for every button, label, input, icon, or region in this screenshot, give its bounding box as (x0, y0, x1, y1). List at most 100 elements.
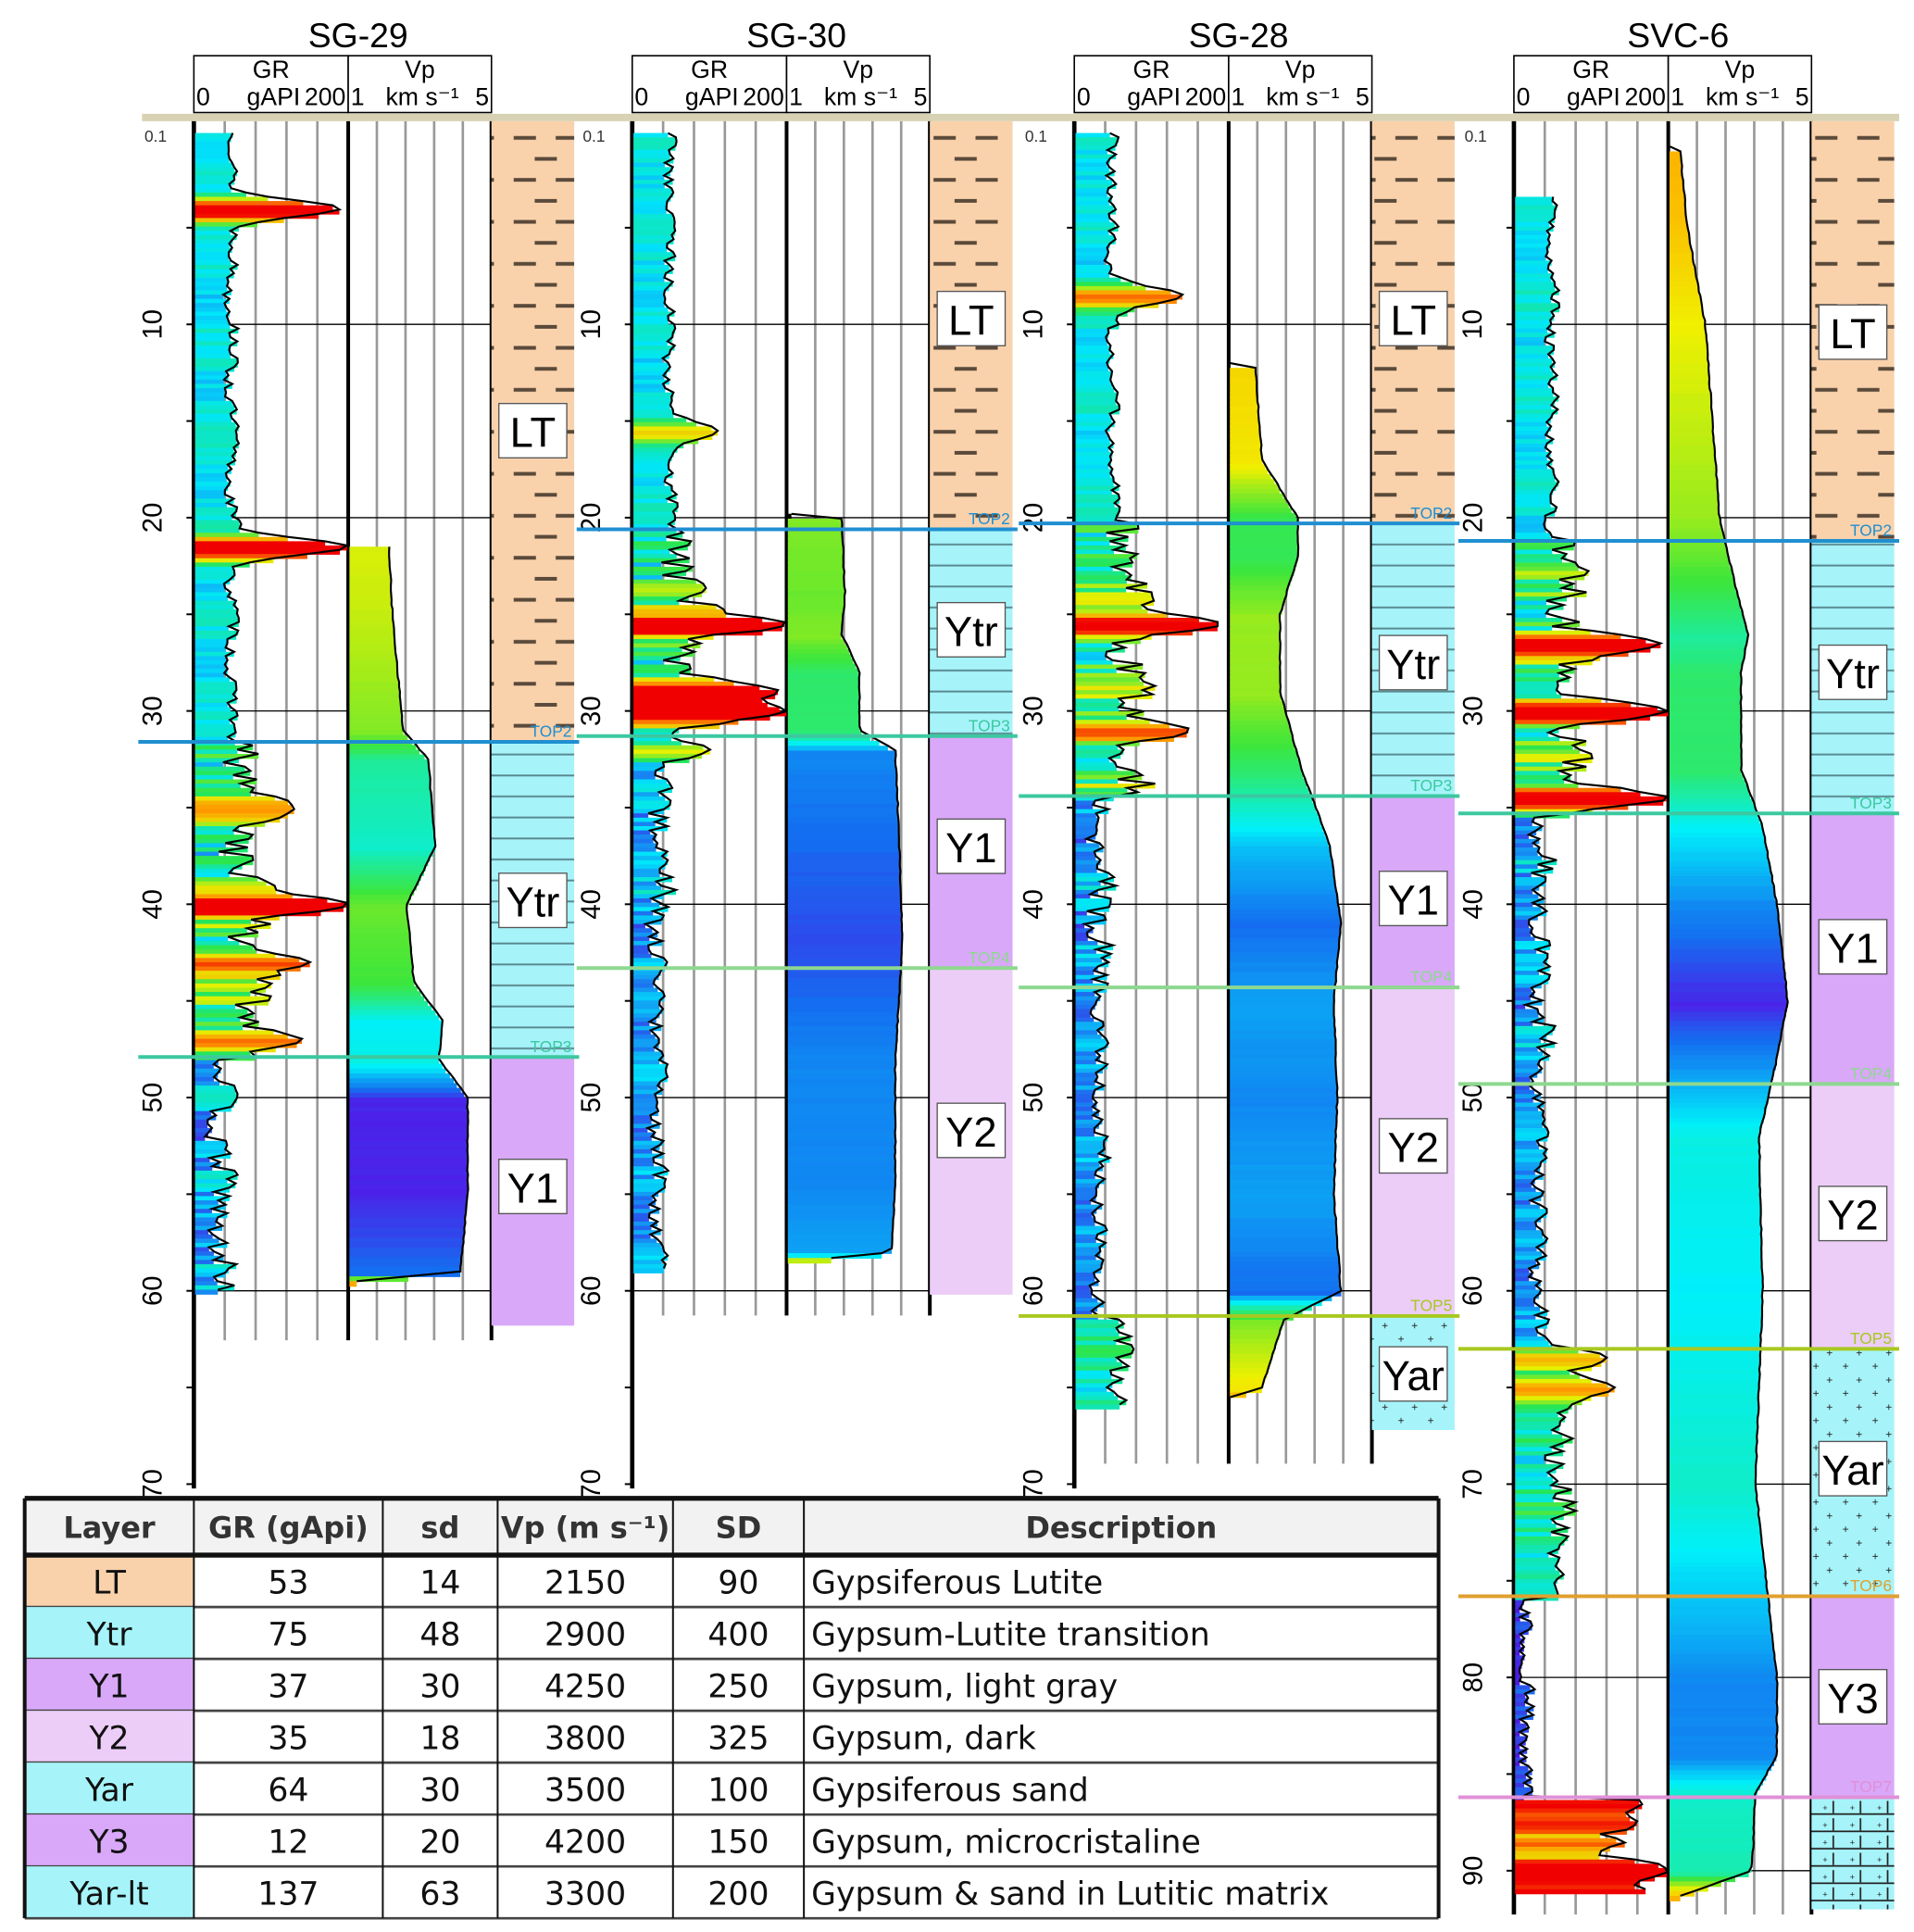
gr-sample (1515, 1838, 1617, 1844)
vp-sample (1669, 1321, 1762, 1327)
gr-sample (1075, 413, 1110, 420)
gr-sample (633, 1174, 655, 1180)
gr-sample (1515, 1076, 1531, 1083)
gr-sample (1515, 341, 1545, 346)
vp-sample (1669, 668, 1742, 674)
gr-sample (633, 141, 677, 147)
gr-sample (1075, 741, 1140, 746)
gr-sample (1515, 915, 1538, 921)
vp-sample (349, 706, 401, 712)
vp-sample (787, 668, 858, 674)
vp-sample (1230, 1126, 1337, 1133)
gr-sample (1515, 685, 1558, 691)
gr-sample (1515, 1608, 1520, 1614)
vp-sample (787, 809, 898, 815)
gr-sample (633, 626, 782, 632)
vp-sample (349, 1015, 440, 1022)
vp-sample (349, 1189, 469, 1196)
vp-sample (1230, 1251, 1338, 1259)
gr-sample (1515, 1324, 1547, 1329)
gr-sample (1075, 787, 1128, 794)
gr-sample (633, 872, 660, 878)
vp-sample (787, 968, 901, 974)
table-cell-layer: Y1 (88, 1668, 129, 1705)
gr-sample (633, 277, 665, 283)
track-header-box (1667, 55, 1813, 114)
vp-sample (1230, 1160, 1336, 1166)
vp-sample (1669, 900, 1777, 907)
vp-sample (787, 1195, 895, 1201)
gr-sample (633, 1196, 653, 1201)
gr-sample (1515, 1600, 1524, 1606)
gr-sample (1075, 328, 1108, 334)
vp-sample (787, 687, 859, 694)
gr-sample (1075, 375, 1112, 381)
vp-sample (1669, 1605, 1770, 1612)
gr-sample (1515, 932, 1532, 938)
track-max: 5 (475, 83, 489, 111)
gr-sample (1515, 558, 1562, 564)
vp-sample (349, 850, 433, 857)
gr-sample (194, 945, 254, 950)
gr-sample (1075, 694, 1153, 700)
vp-sample (1230, 961, 1337, 968)
gr-sample (1515, 1030, 1553, 1035)
gr-sample (1515, 1506, 1565, 1512)
gr-sample (633, 205, 667, 211)
vp-sample (1230, 1358, 1272, 1364)
gr-sample (1075, 231, 1109, 236)
gr-sample (1075, 290, 1171, 295)
layer-label: Y1 (945, 824, 996, 872)
vp-sample (1230, 1015, 1334, 1022)
vp-sample (787, 1069, 895, 1075)
vp-sample (787, 1035, 897, 1042)
vp-sample (1669, 228, 1688, 234)
gr-sample (194, 1281, 218, 1286)
track-min: 0 (196, 83, 210, 111)
gr-sample (633, 983, 654, 989)
vp-sample (787, 1190, 895, 1197)
vp-sample (349, 793, 432, 799)
gr-sample (633, 979, 656, 985)
gr-sample (633, 273, 666, 279)
gr-sample (633, 618, 763, 623)
gr-sample (1515, 1136, 1548, 1142)
gr-sample (633, 1034, 656, 1040)
vp-sample (1230, 1087, 1338, 1094)
gr-sample (633, 222, 675, 228)
gr-sample (633, 354, 669, 359)
gr-sample (194, 1115, 217, 1121)
vp-sample (1230, 1223, 1336, 1229)
vp-sample (1669, 499, 1719, 506)
gr-sample (1075, 932, 1087, 938)
gr-sample (1515, 1549, 1558, 1554)
vp-sample (787, 798, 897, 805)
vp-sample (1669, 1234, 1761, 1240)
vp-sample (1230, 1213, 1335, 1220)
gr-sample (194, 851, 219, 857)
vp-sample (1230, 783, 1307, 789)
gr-sample (1515, 1634, 1520, 1639)
depth-tick-label: 30 (138, 696, 169, 726)
gr-sample (1075, 605, 1143, 610)
gr-sample (633, 1230, 661, 1236)
gr-sample (1075, 1268, 1102, 1273)
gr-sample (633, 367, 670, 372)
gr-sample (194, 141, 229, 147)
gr-sample (1515, 1200, 1531, 1206)
gr-sample (1075, 1073, 1096, 1078)
vp-sample (349, 1116, 469, 1123)
gr-sample (1515, 541, 1575, 546)
gr-curve (194, 132, 350, 1295)
table-header-cell: SD (716, 1510, 762, 1545)
vp-sample (1230, 368, 1257, 374)
vp-sample (1669, 1180, 1760, 1186)
gr-sample (1075, 1068, 1104, 1074)
vp-sample (787, 533, 843, 539)
vp-sample (349, 961, 413, 968)
vp-sample (1230, 947, 1340, 954)
gr-sample (194, 630, 239, 636)
vp-sample (787, 644, 847, 650)
vp-sample (349, 701, 401, 708)
depth-tick-label: 10 (1457, 309, 1488, 340)
